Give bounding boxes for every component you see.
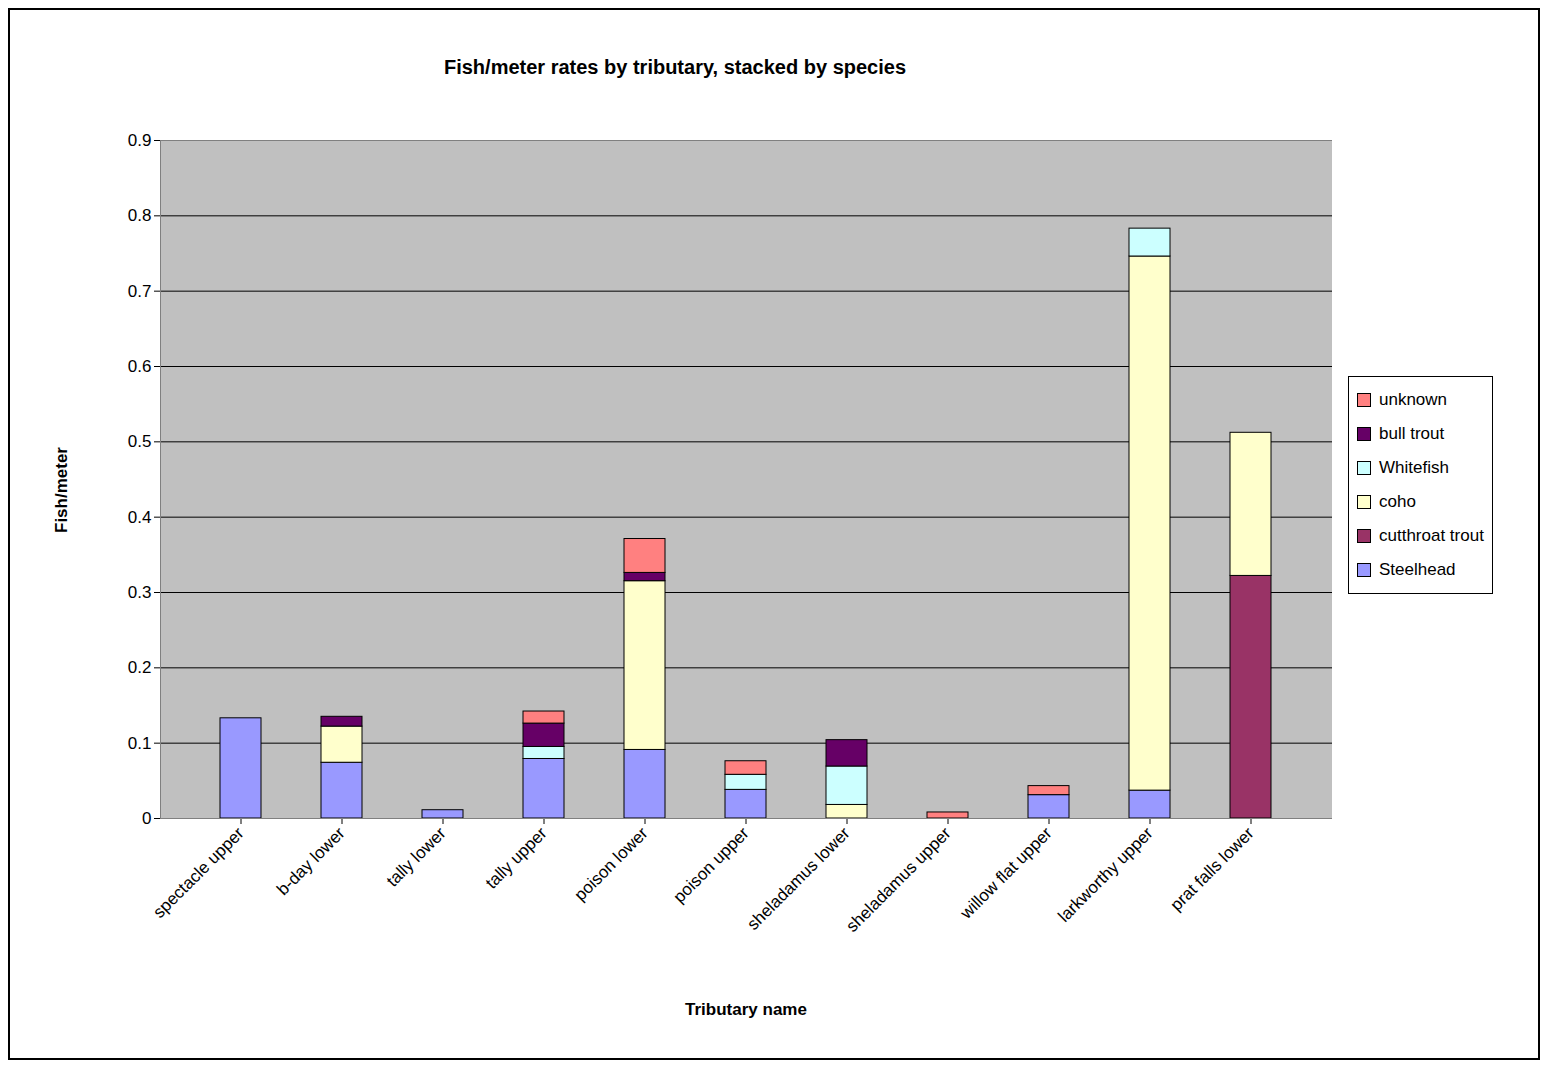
svg-text:prat falls lower: prat falls lower xyxy=(1167,823,1258,914)
html-text:Tributary name: Tributary name xyxy=(685,1000,807,1019)
html-text:coho: coho xyxy=(1379,492,1416,511)
svg-text:poison lower: poison lower xyxy=(571,823,652,904)
svg-text:0.7: 0.7 xyxy=(128,282,152,301)
svg-text:0.2: 0.2 xyxy=(128,658,152,677)
html-text:Whitefish: Whitefish xyxy=(1379,458,1449,477)
svg-text:willow flat upper: willow flat upper xyxy=(956,823,1056,923)
svg-text:poison upper: poison upper xyxy=(670,823,753,906)
svg-text:0.6: 0.6 xyxy=(128,357,152,376)
svg-text:0.5: 0.5 xyxy=(128,432,152,451)
svg-text:larkworthy upper: larkworthy upper xyxy=(1054,823,1157,926)
html-text:Steelhead: Steelhead xyxy=(1379,560,1456,579)
svg-text:0.3: 0.3 xyxy=(128,583,152,602)
svg-text:tally lower: tally lower xyxy=(383,823,450,890)
svg-text:0.1: 0.1 xyxy=(128,734,152,753)
svg-text:tally upper: tally upper xyxy=(482,823,551,892)
html-text:unknown: unknown xyxy=(1379,390,1448,409)
html-text:Fish/meter rates by tributary,: Fish/meter rates by tributary, stacked b… xyxy=(444,56,906,78)
svg-text:b-day lower: b-day lower xyxy=(273,823,349,899)
html-text:cutthroat trout: cutthroat trout xyxy=(1379,526,1484,545)
svg-text:0.4: 0.4 xyxy=(128,508,152,527)
svg-text:spectacle upper: spectacle upper xyxy=(149,823,248,922)
svg-text:0.8: 0.8 xyxy=(128,206,152,225)
svg-text:sheladamus upper: sheladamus upper xyxy=(842,823,955,936)
svg-text:0.9: 0.9 xyxy=(128,131,152,150)
svg-text:sheladamus lower: sheladamus lower xyxy=(743,823,854,934)
html-text:bull trout: bull trout xyxy=(1379,424,1445,443)
svg-text:0: 0 xyxy=(142,809,151,828)
html-text:Fish/meter: Fish/meter xyxy=(52,447,71,533)
